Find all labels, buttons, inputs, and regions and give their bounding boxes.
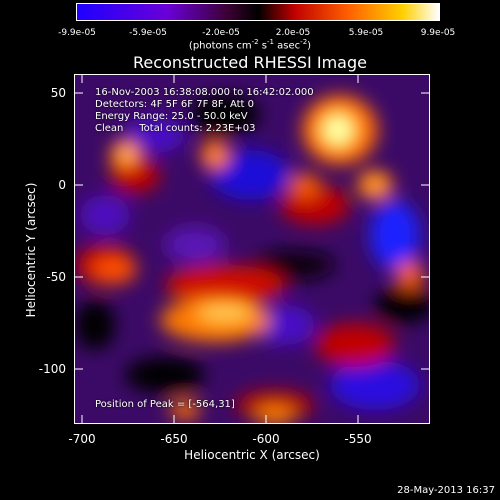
x-tick-label: -650 bbox=[160, 432, 188, 446]
image-title: Reconstructed RHESSI Image bbox=[133, 53, 367, 72]
peak-position: Position of Peak = [-564,31] bbox=[95, 399, 235, 410]
colorbar-gradient bbox=[77, 4, 439, 20]
colorbar-tick: -5.9e-05 bbox=[129, 28, 167, 38]
y-tick-label: -100 bbox=[38, 362, 66, 376]
x-tick-label: -700 bbox=[68, 432, 96, 446]
info-energy: Energy Range: 25.0 - 50.0 keV bbox=[95, 111, 248, 122]
y-tick-label: 50 bbox=[50, 86, 66, 100]
colorbar-tick: 2.0e-05 bbox=[275, 28, 311, 38]
timestamp-footer: 28-May-2013 16:37 bbox=[397, 485, 495, 496]
colorbar-tick: 9.9e-05 bbox=[420, 28, 456, 38]
y-tick-label: 0 bbox=[58, 178, 66, 192]
colorbar-units: (photons cm-2 s-1 asec-2) bbox=[188, 38, 312, 52]
image-plot: 16-Nov-2003 16:38:08.000 to 16:42:02.000… bbox=[74, 74, 430, 424]
axis-ticks bbox=[75, 75, 429, 423]
info-counts: Clean Total counts: 2.23E+03 bbox=[95, 123, 256, 134]
colorbar-tick: 5.9e-05 bbox=[348, 28, 384, 38]
y-axis-label: Heliocentric Y (arcsec) bbox=[24, 182, 38, 318]
x-tick-label: -600 bbox=[252, 432, 280, 446]
colorbar-tick: -9.9e-05 bbox=[58, 28, 96, 38]
colorbar bbox=[76, 3, 440, 21]
x-tick-label: -550 bbox=[344, 432, 372, 446]
y-tick-label: -50 bbox=[46, 270, 66, 284]
rhessi-image bbox=[75, 75, 429, 423]
x-axis-label: Heliocentric X (arcsec) bbox=[184, 448, 320, 462]
info-detectors: Detectors: 4F 5F 6F 7F 8F, Att 0 bbox=[95, 99, 255, 110]
info-time: 16-Nov-2003 16:38:08.000 to 16:42:02.000 bbox=[95, 87, 314, 98]
colorbar-tick: -2.0e-05 bbox=[202, 28, 240, 38]
